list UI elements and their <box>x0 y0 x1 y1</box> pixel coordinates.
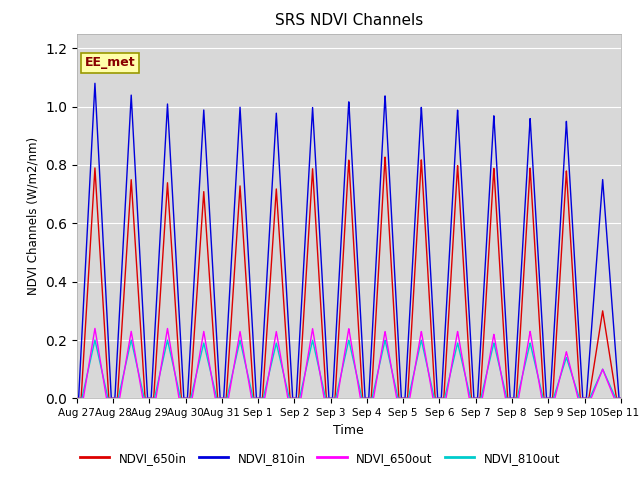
Line: NDVI_810out: NDVI_810out <box>77 340 621 398</box>
NDVI_650out <box>616 396 624 401</box>
NDVI_810in <box>471 396 479 401</box>
NDVI_810in <box>441 337 449 343</box>
NDVI_650out <box>441 396 449 401</box>
NDVI_650out <box>171 369 179 375</box>
NDVI_650in <box>441 383 449 388</box>
NDVI_650in <box>502 360 509 366</box>
NDVI_810in <box>617 396 625 401</box>
X-axis label: Time: Time <box>333 424 364 437</box>
NDVI_810out <box>502 390 509 396</box>
Line: NDVI_810in: NDVI_810in <box>77 84 621 398</box>
NDVI_810out <box>616 396 624 401</box>
NDVI_810out <box>441 396 449 401</box>
NDVI_810in <box>91 81 99 86</box>
NDVI_650in <box>171 290 179 296</box>
Line: NDVI_650out: NDVI_650out <box>77 328 621 398</box>
NDVI_810in <box>502 315 509 321</box>
NDVI_810out <box>171 369 179 375</box>
Title: SRS NDVI Channels: SRS NDVI Channels <box>275 13 423 28</box>
NDVI_650out <box>617 396 625 401</box>
Legend: NDVI_650in, NDVI_810in, NDVI_650out, NDVI_810out: NDVI_650in, NDVI_810in, NDVI_650out, NDV… <box>75 447 565 469</box>
Line: NDVI_650in: NDVI_650in <box>77 157 621 398</box>
NDVI_810in <box>73 396 81 401</box>
NDVI_650in <box>616 396 624 401</box>
NDVI_650in <box>381 154 389 160</box>
NDVI_810in <box>329 396 337 401</box>
NDVI_810in <box>171 231 179 237</box>
NDVI_810out <box>617 396 625 401</box>
NDVI_650out <box>471 396 479 401</box>
NDVI_650in <box>471 396 479 401</box>
NDVI_810out <box>91 337 99 343</box>
NDVI_650out <box>73 396 81 401</box>
NDVI_650in <box>73 396 81 401</box>
NDVI_810out <box>73 396 81 401</box>
NDVI_650in <box>617 396 625 401</box>
NDVI_650out <box>329 396 337 401</box>
NDVI_810out <box>329 396 337 401</box>
NDVI_650out <box>91 325 99 331</box>
Y-axis label: NDVI Channels (W/m2/nm): NDVI Channels (W/m2/nm) <box>26 137 40 295</box>
Text: EE_met: EE_met <box>85 57 136 70</box>
NDVI_650in <box>328 396 336 401</box>
NDVI_810in <box>616 396 624 401</box>
NDVI_810out <box>471 396 479 401</box>
NDVI_650out <box>502 396 509 401</box>
